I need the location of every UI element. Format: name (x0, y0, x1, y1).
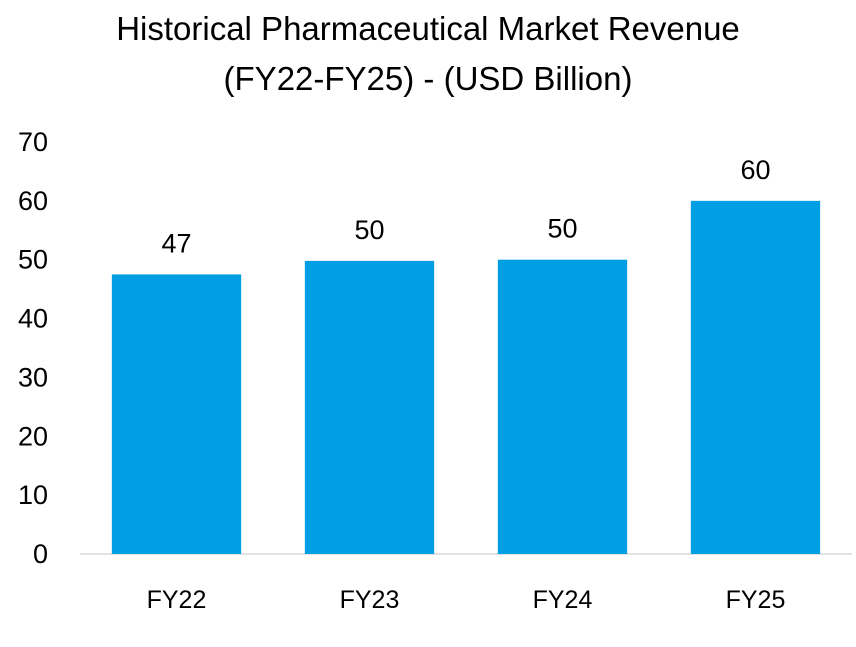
data-label: 47 (161, 228, 191, 258)
y-tick-label: 40 (18, 304, 48, 334)
data-labels-group: 47 50 50 60 (161, 155, 770, 259)
x-tick-label: FY23 (340, 586, 400, 614)
chart-title-line-1: Historical Pharmaceutical Market Revenue (116, 10, 740, 47)
x-tick-label: FY22 (147, 586, 207, 614)
bar-fy22 (111, 274, 242, 554)
chart-title-line-2: (FY22-FY25) - (USD Billion) (223, 60, 633, 97)
data-label: 50 (354, 215, 384, 245)
x-tick-label: FY25 (726, 586, 786, 614)
x-tick-label: FY24 (533, 586, 593, 614)
data-label: 60 (740, 155, 770, 185)
y-tick-label: 20 (18, 421, 48, 451)
bar-fy25 (690, 200, 821, 554)
y-tick-label: 10 (18, 480, 48, 510)
bar-fy23 (304, 260, 435, 554)
y-tick-label: 0 (33, 539, 48, 569)
bar-fy24 (497, 259, 628, 554)
y-tick-label: 50 (18, 245, 48, 275)
y-axis-ticks: 0 10 20 30 40 50 60 70 (18, 127, 48, 569)
bars-group (111, 200, 821, 554)
y-tick-label: 70 (18, 127, 48, 157)
category-labels-group: FY22 FY23 FY24 FY25 (147, 586, 786, 614)
y-tick-label: 30 (18, 362, 48, 392)
y-tick-label: 60 (18, 186, 48, 216)
data-label: 50 (547, 214, 577, 244)
